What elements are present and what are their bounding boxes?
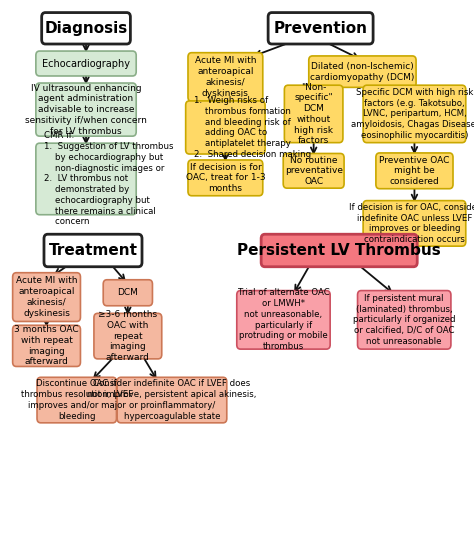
- Text: "Non-
specific"
DCM
without
high risk
factors: "Non- specific" DCM without high risk fa…: [294, 82, 333, 145]
- Text: Dilated (non-Ischemic)
cardiomyopathy (DCM): Dilated (non-Ischemic) cardiomyopathy (D…: [310, 62, 415, 81]
- Text: Preventive OAC
might be
considered: Preventive OAC might be considered: [379, 155, 450, 186]
- FancyBboxPatch shape: [44, 234, 142, 267]
- FancyBboxPatch shape: [13, 325, 81, 367]
- FancyBboxPatch shape: [36, 143, 136, 215]
- FancyBboxPatch shape: [284, 85, 343, 143]
- FancyBboxPatch shape: [376, 153, 453, 189]
- FancyBboxPatch shape: [363, 201, 466, 246]
- FancyBboxPatch shape: [309, 56, 416, 87]
- Text: Prevention: Prevention: [273, 21, 368, 36]
- Text: If decision is for OAC, consider
indefinite OAC unless LVEF
improves or bleeding: If decision is for OAC, consider indefin…: [349, 203, 474, 244]
- Text: 3 months OAC
with repeat
imaging
afterward: 3 months OAC with repeat imaging afterwa…: [14, 325, 79, 367]
- FancyBboxPatch shape: [117, 377, 227, 423]
- FancyBboxPatch shape: [42, 13, 130, 44]
- FancyBboxPatch shape: [94, 314, 162, 359]
- FancyBboxPatch shape: [36, 51, 136, 76]
- Text: Specific DCM with high risk
factors (e.g. Takotsubo,
LVNC, peripartum, HCM,
amyl: Specific DCM with high risk factors (e.g…: [351, 88, 474, 140]
- FancyBboxPatch shape: [363, 85, 466, 143]
- FancyBboxPatch shape: [37, 377, 117, 423]
- Text: Acute MI with
anteroapical
akinesis/
dyskinesis: Acute MI with anteroapical akinesis/ dys…: [195, 56, 256, 98]
- FancyBboxPatch shape: [13, 273, 81, 321]
- Text: 1.  Weigh risks of
    thrombus formation
    and bleeding risk of
    adding OA: 1. Weigh risks of thrombus formation and…: [194, 96, 311, 159]
- Text: Echocardiography: Echocardiography: [42, 59, 130, 69]
- Text: ≥3-6 months
OAC with
repeat
imaging
afterward: ≥3-6 months OAC with repeat imaging afte…: [98, 310, 157, 362]
- FancyBboxPatch shape: [261, 234, 417, 267]
- Text: No routine
preventative
OAC: No routine preventative OAC: [285, 155, 343, 186]
- FancyBboxPatch shape: [186, 101, 265, 154]
- Text: Discontinue OAC if
thrombus resolution, LVEF
improves and/or major
bleeding: Discontinue OAC if thrombus resolution, …: [20, 379, 133, 421]
- Text: If decision is for
OAC, treat for 1-3
months: If decision is for OAC, treat for 1-3 mo…: [186, 163, 265, 193]
- FancyBboxPatch shape: [268, 13, 373, 44]
- Text: Persistent LV Thrombus: Persistent LV Thrombus: [237, 243, 441, 258]
- FancyBboxPatch shape: [188, 53, 263, 101]
- Text: Trial of alternate OAC
or LMWH*
not unreasonable,
particularly if
protruding or : Trial of alternate OAC or LMWH* not unre…: [237, 289, 329, 351]
- FancyBboxPatch shape: [103, 280, 153, 306]
- Text: Acute MI with
anteroapical
akinesis/
dyskinesis: Acute MI with anteroapical akinesis/ dys…: [16, 276, 77, 318]
- Text: Diagnosis: Diagnosis: [45, 21, 128, 36]
- Text: CMR if:
1.  Suggestion of LV thrombus
    by echocardiography but
    non-diagno: CMR if: 1. Suggestion of LV thrombus by …: [44, 132, 174, 226]
- FancyBboxPatch shape: [357, 290, 451, 349]
- FancyBboxPatch shape: [36, 83, 136, 136]
- FancyBboxPatch shape: [237, 290, 330, 349]
- Text: Consider indefinite OAC if LVEF does
not improve, persistent apical akinesis,
or: Consider indefinite OAC if LVEF does not…: [87, 379, 256, 421]
- Text: IV ultrasound enhancing
agent administration
advisable to increase
sensitivity i: IV ultrasound enhancing agent administra…: [25, 84, 147, 135]
- FancyBboxPatch shape: [283, 154, 344, 188]
- Text: DCM: DCM: [118, 288, 138, 298]
- Text: Treatment: Treatment: [48, 243, 137, 258]
- Text: If persistent mural
(laminated) thrombus,
particularly if organized
or calcified: If persistent mural (laminated) thrombus…: [353, 294, 456, 346]
- FancyBboxPatch shape: [188, 160, 263, 196]
